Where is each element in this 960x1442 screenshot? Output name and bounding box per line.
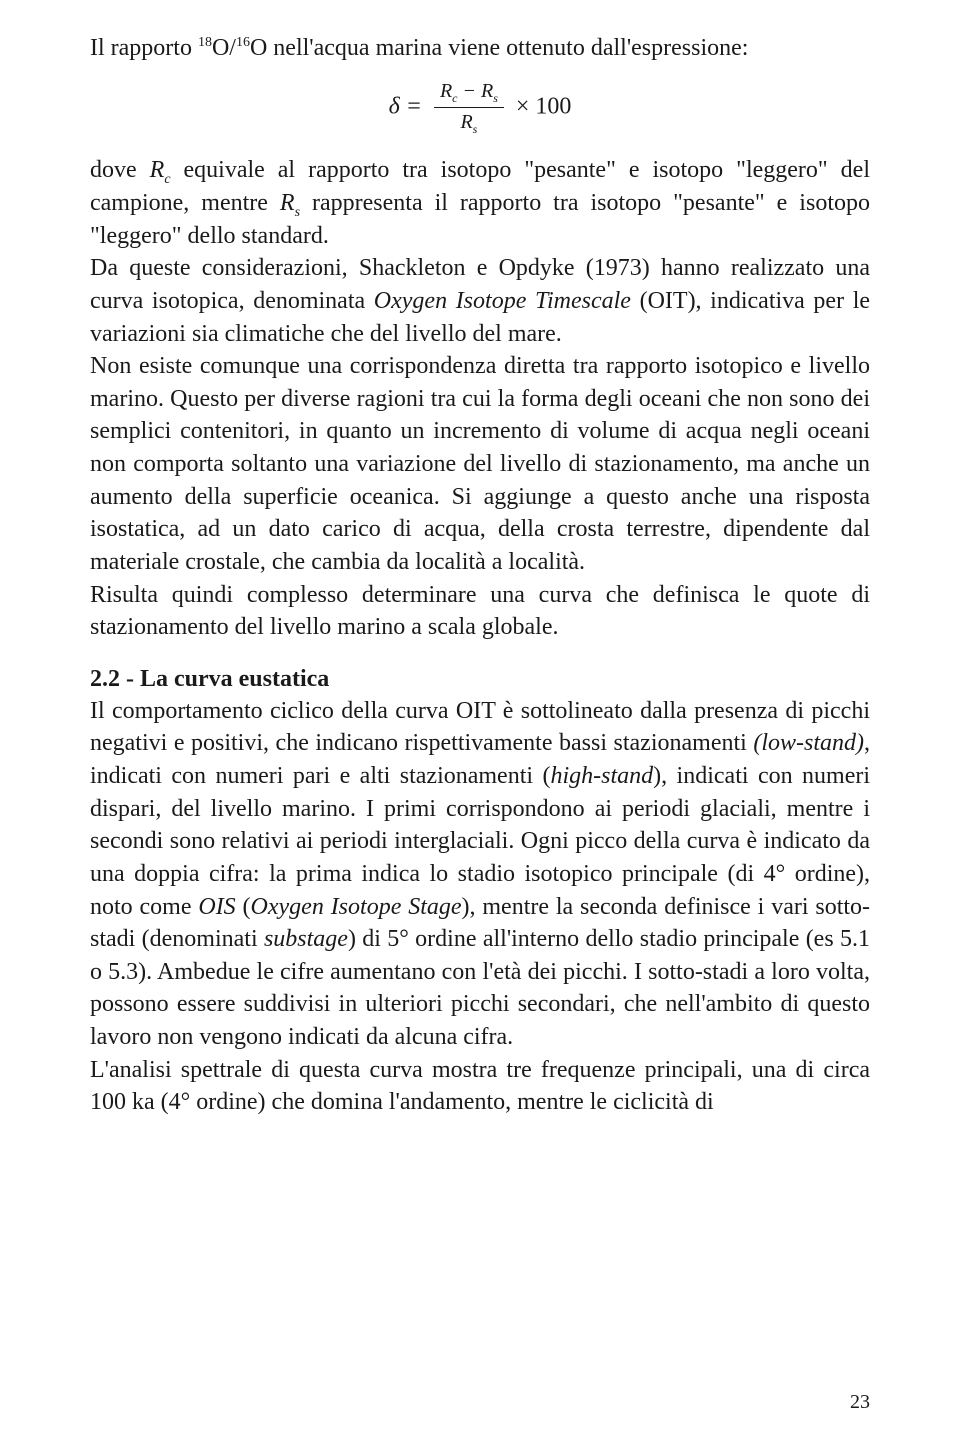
formula-fraction: Rc − Rs Rs [434, 79, 504, 137]
formula-denominator: Rs [434, 108, 504, 136]
formula-numerator: Rc − Rs [434, 79, 504, 108]
section-heading: 2.2 - La curva eustatica [90, 666, 870, 693]
formula-delta: δ = Rc − Rs Rs × 100 [90, 79, 870, 137]
page-number: 23 [850, 1391, 870, 1414]
paragraph-intro: Il rapporto 18O/16O nell'acqua marina vi… [90, 32, 870, 65]
paragraph-spectral: L'analisi spettrale di questa curva most… [90, 1054, 870, 1119]
formula-tail: × 100 [516, 93, 572, 119]
paragraph-complex: Risulta quindi complesso determinare una… [90, 579, 870, 644]
document-page: Il rapporto 18O/16O nell'acqua marina vi… [0, 0, 960, 1442]
paragraph-oit-cycles: Il comportamento ciclico della curva OIT… [90, 695, 870, 1054]
paragraph-no-correspondence: Non esiste comunque una corrispondenza d… [90, 350, 870, 578]
paragraph-rc-rs: dove Rc equivale al rapporto tra isotopo… [90, 154, 870, 252]
formula-lhs: δ = [389, 93, 422, 119]
paragraph-shackleton: Da queste considerazioni, Shackleton e O… [90, 252, 870, 350]
